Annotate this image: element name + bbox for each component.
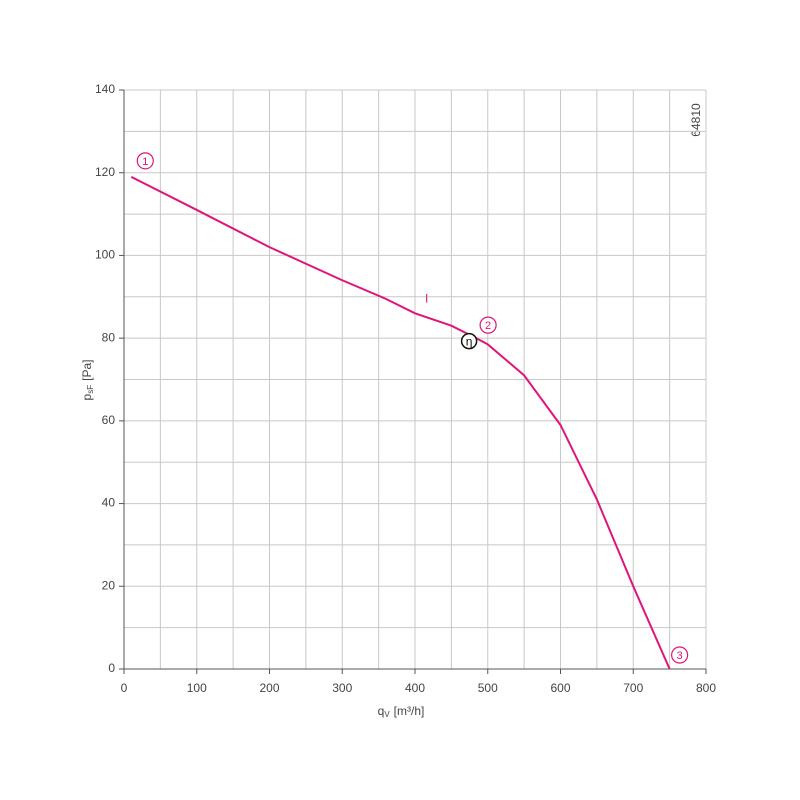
y-axis-label: psF [Pa] bbox=[80, 360, 95, 401]
x-label-sub: V bbox=[384, 710, 390, 719]
y-tick-label: 60 bbox=[102, 413, 116, 427]
x-tick-label: 300 bbox=[332, 681, 352, 695]
point-label: 3 bbox=[677, 650, 683, 662]
x-axis-label: qV [m³/h] bbox=[378, 704, 425, 719]
efficiency-marker bbox=[460, 332, 478, 350]
x-tick-label: 500 bbox=[478, 681, 498, 695]
y-tick-label: 100 bbox=[95, 248, 115, 262]
x-tick-label: 100 bbox=[187, 681, 207, 695]
efficiency-label: η bbox=[466, 334, 473, 348]
y-tick-label: 80 bbox=[102, 330, 116, 344]
point-label: 1 bbox=[142, 156, 148, 168]
x-tick-label: 600 bbox=[550, 681, 570, 695]
y-tick-label: 140 bbox=[95, 82, 115, 96]
y-tick-label: 0 bbox=[108, 661, 115, 675]
point-badge bbox=[671, 646, 689, 664]
code-label: 64810 bbox=[689, 103, 703, 137]
point-label: 2 bbox=[485, 320, 491, 332]
series-label: I bbox=[425, 292, 428, 306]
x-tick-label: 400 bbox=[405, 681, 425, 695]
y-tick-label: 120 bbox=[95, 165, 115, 179]
point-badge bbox=[479, 316, 497, 334]
y-tick-label: 20 bbox=[102, 578, 116, 592]
y-label-main: p bbox=[80, 393, 94, 400]
x-label-main: q bbox=[378, 704, 385, 718]
point-badge bbox=[136, 152, 154, 170]
y-tick-label: 40 bbox=[102, 496, 116, 510]
x-tick-label: 200 bbox=[259, 681, 279, 695]
curve bbox=[130, 175, 671, 670]
x-tick-label: 700 bbox=[623, 681, 643, 695]
y-label-unit: [Pa] bbox=[80, 360, 94, 381]
x-tick-label: 800 bbox=[696, 681, 716, 695]
x-label-unit: [m³/h] bbox=[394, 704, 425, 718]
x-tick-label: 0 bbox=[121, 681, 128, 695]
y-label-sub: sF bbox=[86, 385, 95, 394]
